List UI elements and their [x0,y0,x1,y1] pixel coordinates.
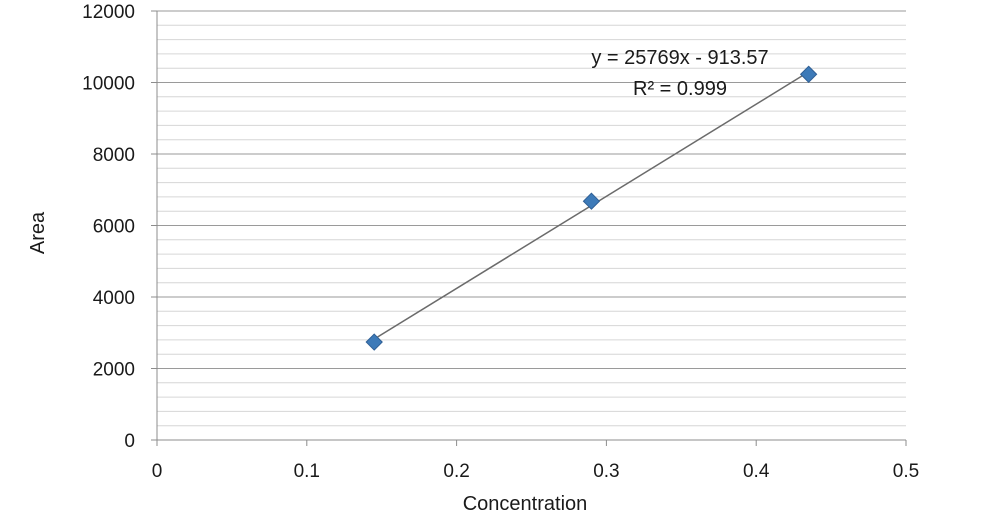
x-axis-title: Concentration [463,493,588,515]
axes [151,10,907,446]
data-point [365,333,383,351]
tick-labels: 0 2000 4000 6000 8000 10000 12000 0 0.1 0.2 0.3 0.4… [82,2,919,482]
y-axis-title: Area [27,211,49,254]
y-tick-label: 4000 [93,288,135,309]
trendline-r-squared: R² = 0.999 [633,78,727,100]
x-tick-label: 0.3 [593,461,619,482]
data-points [365,65,818,351]
x-tick-label: 0.5 [893,461,919,482]
y-tick-label: 12000 [82,2,135,23]
data-point [799,65,818,83]
y-tick-label: 10000 [82,74,135,95]
y-tick-label: 6000 [93,217,135,238]
x-tick-label: 0.1 [294,461,320,482]
y-tick-label: 0 [124,431,135,452]
x-tick-label: 0.4 [743,461,770,482]
y-tick-label: 8000 [93,145,135,166]
data-point [582,192,601,210]
x-tick-label: 0.2 [443,461,469,482]
y-tick-label: 2000 [93,360,135,381]
grid-lines [157,10,906,427]
x-tick-label: 0 [152,461,163,482]
trendline-equation: y = 25769x - 913.57 [591,47,768,69]
